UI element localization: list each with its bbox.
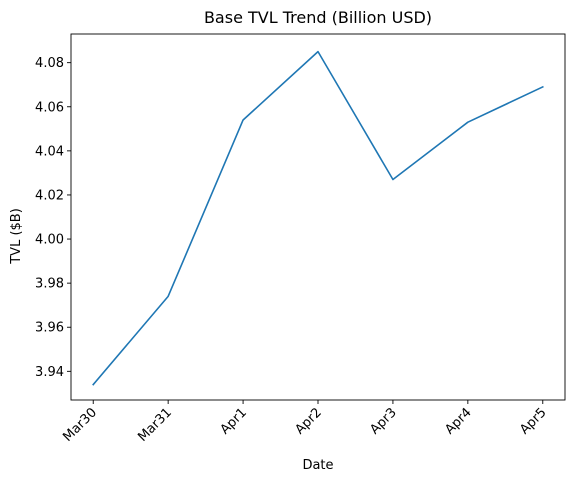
x-tick-label: Mar31 <box>135 405 175 445</box>
y-tick-label: 3.98 <box>35 277 64 292</box>
x-tick-label: Apr3 <box>367 405 399 437</box>
plot-frame <box>71 34 565 400</box>
x-tick-label: Apr2 <box>292 405 324 437</box>
y-axis-label: TVL ($B) <box>9 208 24 265</box>
x-axis-label: Date <box>302 458 333 473</box>
x-tick-label: Mar30 <box>60 405 100 445</box>
x-tick-label: Apr5 <box>517 405 549 437</box>
x-tick-label: Apr1 <box>218 405 250 437</box>
y-tick-label: 3.96 <box>35 321 64 336</box>
y-tick-label: 4.02 <box>35 188 64 203</box>
y-tick-label: 4.04 <box>35 144 64 159</box>
y-tick-label: 4.00 <box>35 233 64 248</box>
y-tick-label: 4.08 <box>35 56 64 71</box>
y-tick-label: 4.06 <box>35 100 64 115</box>
series-line-0 <box>93 52 543 385</box>
chart-title: Base TVL Trend (Billion USD) <box>204 8 432 27</box>
x-tick-label: Apr4 <box>442 405 474 437</box>
plot-area: 3.94 3.96 3.98 4.00 4.02 4.04 4.06 4.08 Mar30 Mar… <box>35 34 565 445</box>
y-tick-label: 3.94 <box>35 365 64 380</box>
